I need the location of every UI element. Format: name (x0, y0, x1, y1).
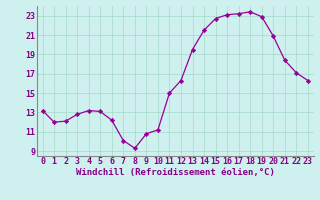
X-axis label: Windchill (Refroidissement éolien,°C): Windchill (Refroidissement éolien,°C) (76, 168, 275, 177)
